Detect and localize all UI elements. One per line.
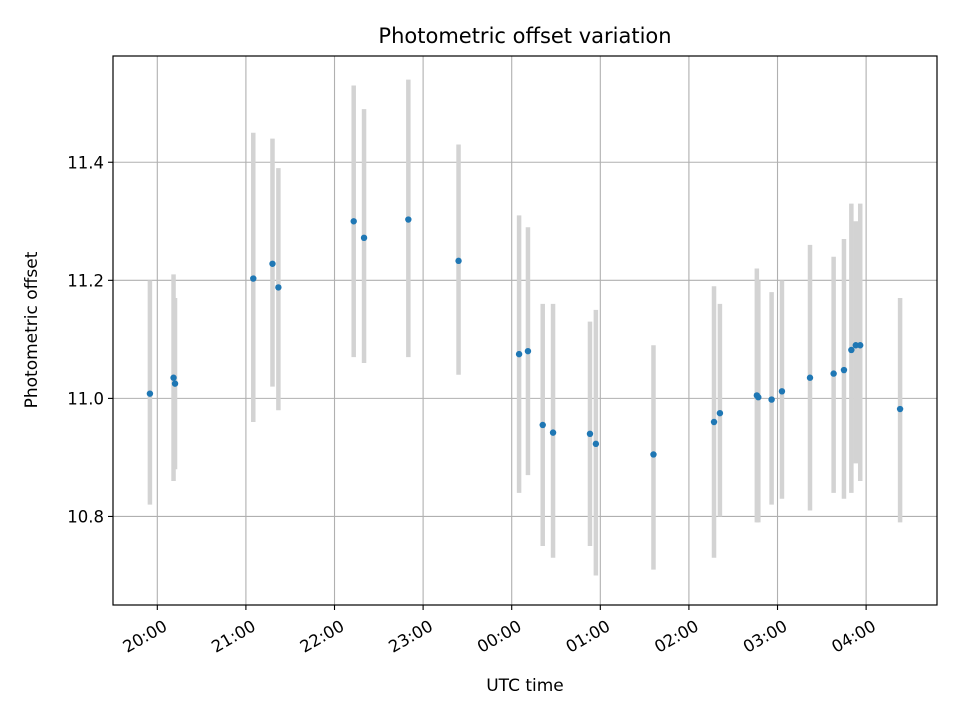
data-point — [360, 234, 368, 242]
data-point — [146, 390, 154, 397]
data-point — [768, 396, 775, 403]
data-point — [857, 342, 864, 349]
data-point — [586, 430, 594, 438]
y-axis-ticks: 10.8 11.0 11.2 11.4 — [67, 153, 113, 526]
data-point — [830, 370, 837, 377]
data-point — [275, 284, 282, 291]
data-point — [524, 347, 532, 355]
y-tick-label: 11.4 — [67, 153, 104, 172]
data-points — [146, 216, 904, 458]
y-tick-label: 11.0 — [67, 389, 104, 408]
data-point — [896, 405, 904, 413]
data-point — [350, 218, 357, 225]
data-point — [650, 451, 657, 458]
x-axis-label: UTC time — [486, 676, 564, 696]
data-point — [852, 342, 859, 349]
data-point — [592, 440, 600, 448]
grid — [113, 56, 937, 605]
data-point — [515, 350, 523, 358]
data-point — [848, 346, 855, 354]
data-point — [778, 388, 786, 395]
y-axis-label: Photometric offset — [22, 251, 42, 408]
chart-title: Photometric offset variation — [378, 24, 671, 48]
data-point — [250, 275, 257, 282]
plot-area-frame — [112, 55, 938, 606]
data-point — [539, 421, 546, 429]
data-point — [755, 394, 762, 401]
data-point — [710, 418, 718, 426]
data-point — [455, 257, 462, 265]
y-tick-label: 10.8 — [67, 507, 104, 526]
data-point — [549, 429, 557, 436]
data-point — [170, 374, 177, 381]
data-point — [716, 409, 724, 417]
data-point — [840, 366, 848, 374]
data-point — [806, 374, 814, 381]
data-point — [171, 380, 179, 387]
data-point — [269, 260, 276, 267]
y-tick-label: 11.2 — [67, 271, 104, 290]
data-point — [405, 216, 412, 223]
